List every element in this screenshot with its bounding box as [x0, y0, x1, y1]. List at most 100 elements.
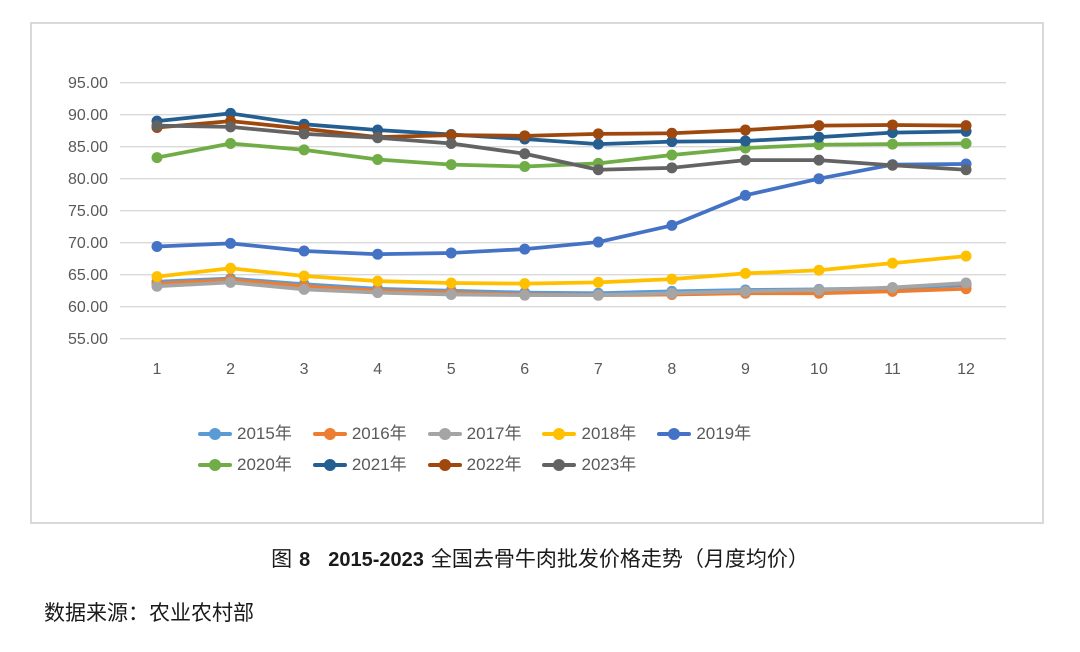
chart-legend: 2015年 2016年 2017年 2018年 2019年 2020年 2021年 2022年…: [198, 418, 772, 480]
y-axis-tick-label: 95.00: [68, 75, 108, 92]
data-point-marker: [592, 164, 604, 176]
legend-label: 2019年: [696, 424, 752, 443]
data-point-marker: [813, 131, 825, 143]
series-line-2023年: [151, 120, 972, 176]
data-point-marker: [445, 138, 457, 149]
chart-panel: 95.00 90.00 85.00 80.00 75.00 70.00 65.00 60.00…: [30, 22, 1044, 524]
legend-line-marker-icon: [198, 427, 232, 440]
data-point-marker: [519, 148, 531, 160]
y-axis-labels: 95.00 90.00 85.00 80.00 75.00 70.00 65.00 60.00…: [68, 75, 108, 348]
data-point-marker: [666, 273, 678, 285]
series-line-2020年: [151, 138, 972, 173]
series-path: [155, 111, 968, 147]
data-point-marker: [298, 270, 310, 282]
legend-row: 2020年 2021年 2022年 2023年: [198, 449, 772, 480]
legend-item-2023年: 2023年: [542, 456, 636, 473]
data-point-marker: [813, 264, 825, 276]
x-axis-tick-label: 9: [741, 361, 750, 378]
x-axis-tick-label: 12: [957, 361, 975, 378]
x-axis-tick-label: 1: [153, 361, 162, 378]
series-line-2017年: [151, 276, 972, 301]
data-point-marker: [225, 262, 237, 274]
series-path: [155, 280, 968, 298]
legend-item-2015年: 2015年: [198, 425, 292, 442]
data-point-marker: [960, 164, 972, 176]
data-point-marker: [813, 284, 825, 296]
series-path: [155, 141, 968, 169]
data-point-marker: [960, 120, 972, 132]
data-point-marker: [813, 173, 825, 185]
data-point-marker: [151, 280, 163, 292]
legend-label: 2023年: [581, 455, 637, 474]
data-point-marker: [739, 267, 751, 279]
legend-item-2018年: 2018年: [542, 425, 636, 442]
data-point-marker: [813, 120, 825, 132]
legend-line-marker-icon: [312, 427, 347, 440]
data-point-marker: [519, 243, 531, 255]
x-axis-tick-label: 2: [226, 361, 235, 378]
data-point-marker: [225, 121, 237, 133]
legend-label: 2015年: [237, 424, 292, 443]
series-line-2018年: [151, 250, 972, 290]
x-axis-tick-label: 4: [373, 361, 382, 378]
data-point-marker: [739, 135, 751, 147]
data-point-marker: [445, 129, 457, 141]
data-point-marker: [445, 247, 457, 259]
data-point-marker: [960, 138, 972, 149]
data-point-marker: [592, 276, 604, 288]
legend-line-marker-icon: [312, 458, 347, 471]
data-point-marker: [225, 107, 237, 119]
gridlines: [120, 82, 1006, 340]
data-point-marker: [666, 162, 678, 174]
y-axis-tick-label: 70.00: [68, 235, 108, 252]
legend-line-marker-icon: [198, 458, 232, 471]
legend-row: 2015年 2016年 2017年 2018年 2019年: [198, 418, 772, 449]
legend-item-2021年: 2021年: [312, 456, 407, 473]
data-point-marker: [960, 277, 972, 289]
data-point-marker: [445, 159, 457, 171]
series-path: [155, 123, 968, 172]
caption-year-range: 2015-2023: [328, 549, 424, 571]
y-axis-tick-label: 65.00: [68, 267, 108, 284]
data-point-marker: [592, 138, 604, 150]
data-point-marker: [298, 144, 310, 156]
data-point-marker: [298, 128, 310, 140]
legend-item-2022年: 2022年: [427, 456, 521, 473]
legend-line-marker-icon: [427, 458, 462, 471]
data-point-marker: [225, 237, 237, 249]
legend-label: 2018年: [581, 424, 637, 443]
legend-item-2019年: 2019年: [657, 425, 751, 442]
y-axis-tick-label: 90.00: [68, 107, 108, 124]
legend-item-2016年: 2016年: [312, 424, 407, 443]
data-point-marker: [298, 245, 310, 257]
caption-title-text: 全国去骨牛肉批发价格走势（月度均价）: [430, 547, 809, 571]
data-point-marker: [372, 154, 384, 165]
data-point-marker: [151, 152, 163, 164]
data-point-marker: [372, 287, 384, 299]
data-point-marker: [887, 159, 898, 171]
data-point-marker: [225, 138, 237, 149]
y-axis-tick-label: 75.00: [68, 203, 108, 220]
data-point-marker: [887, 127, 898, 139]
series-path: [155, 162, 968, 257]
y-axis-tick-label: 60.00: [68, 299, 108, 316]
data-point-marker: [739, 285, 751, 297]
data-point-marker: [887, 282, 898, 293]
figure-label: 图: [271, 547, 293, 571]
data-point-marker: [739, 154, 751, 166]
legend-label: 2020年: [237, 455, 292, 474]
data-point-marker: [151, 271, 163, 283]
x-axis-tick-label: 8: [667, 361, 676, 378]
data-point-marker: [739, 189, 751, 201]
legend-line-marker-icon: [542, 427, 577, 440]
data-point-marker: [519, 278, 531, 290]
legend-label: 2016年: [351, 424, 407, 443]
x-axis-tick-label: 5: [447, 361, 456, 378]
data-point-marker: [519, 161, 531, 173]
data-point-marker: [666, 127, 678, 139]
legend-line-marker-icon: [542, 458, 577, 471]
y-axis-tick-label: 55.00: [68, 331, 108, 348]
data-point-marker: [151, 241, 163, 253]
data-point-marker: [592, 128, 604, 140]
data-point-marker: [666, 136, 678, 148]
